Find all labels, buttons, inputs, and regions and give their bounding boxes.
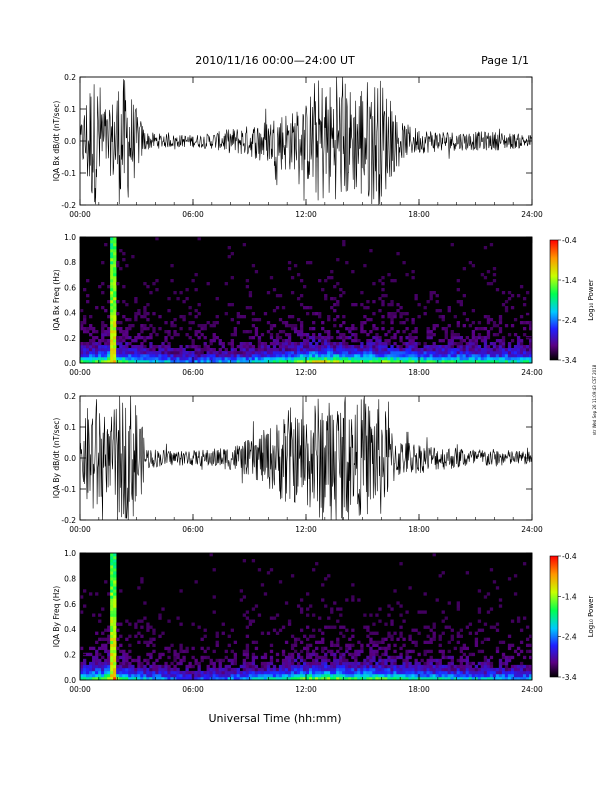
panel-bx-spectrogram: -0.4 -1.4 -2.4 -3.4 Log₁₀ Power 00:00 06:00 12:…: [52, 233, 595, 377]
x-tick-label: 24:00: [521, 525, 543, 534]
y-tick-label: 0.8: [64, 258, 76, 267]
y-tick-label: 0.0: [64, 454, 76, 463]
plot-frame: [79, 236, 533, 364]
x-tick-label: 18:00: [408, 525, 430, 534]
y-tick-label: 0.2: [64, 392, 76, 401]
y-tick-label: 0.2: [64, 73, 76, 82]
y-tick-label: 0.6: [64, 600, 76, 609]
y-tick-label: 0.8: [64, 574, 76, 583]
plot-frame: [79, 395, 533, 521]
x-tick-label: 18:00: [408, 685, 430, 694]
x-tick-label: 12:00: [295, 368, 317, 377]
panel-by-dbdt: 00:00 06:00 12:00 18:00 24:00 -0.2 -0.1 0.0 0.1 0…: [52, 392, 543, 534]
x-tick-label: 00:00: [69, 525, 91, 534]
colorbar-tick-label: -2.4: [562, 316, 577, 325]
y-tick-label: 0.2: [64, 334, 76, 343]
y-tick-label: 0.0: [64, 676, 76, 685]
y-axis-label: IQA By dB/dt (nT/sec): [52, 418, 61, 499]
colorbar-tick-label: -3.4: [562, 356, 577, 365]
y-axis-label: IQA Bx Freq (Hz): [52, 269, 61, 331]
x-tick-label: 24:00: [521, 685, 543, 694]
y-tick-label: -0.1: [61, 169, 76, 178]
colorbar-tick-label: -1.4: [562, 592, 577, 601]
colorbar: [549, 239, 559, 361]
x-tick-label: 06:00: [182, 210, 204, 219]
colorbar-tick-label: -2.4: [562, 633, 577, 642]
page-number: Page 1/1: [481, 54, 529, 67]
y-tick-label: -0.2: [61, 201, 76, 210]
colorbar-tick-label: -0.4: [562, 552, 577, 561]
y-tick-label: 0.1: [64, 105, 76, 114]
x-tick-label: 18:00: [408, 210, 430, 219]
y-tick-label: 1.0: [64, 233, 76, 242]
y-tick-label: 0.6: [64, 283, 76, 292]
colorbar: [549, 555, 559, 678]
x-tick-label: 00:00: [69, 368, 91, 377]
x-tick-label: 00:00: [69, 685, 91, 694]
dbdt-trace: [79, 76, 533, 205]
y-tick-label: 0.4: [64, 625, 76, 634]
panel-by-spectrogram: -0.4 -1.4 -2.4 -3.4 Log₁₀ Power 00:00 06:00 12:…: [52, 549, 595, 694]
plot-frame: [79, 76, 533, 206]
colorbar-label: Log₁₀ Power: [587, 596, 595, 638]
x-tick-label: 24:00: [521, 368, 543, 377]
spectrogram-cells: [80, 553, 533, 681]
page-title: 2010/11/16 00:00—24:00 UT: [195, 54, 355, 67]
panel-bx-dbdt: 00:00 06:00 12:00 18:00 24:00 -0.2 -0.1 0.0 0.1 0…: [52, 73, 543, 219]
x-tick-label: 24:00: [521, 210, 543, 219]
x-tick-label: 06:00: [182, 525, 204, 534]
x-tick-label: 00:00: [69, 210, 91, 219]
x-tick-label: 06:00: [182, 368, 204, 377]
y-axis-label: IQA Bx dB/dt (nT/sec): [52, 101, 61, 182]
colorbar-tick-label: -0.4: [562, 236, 577, 245]
y-tick-label: 0.0: [64, 137, 76, 146]
y-tick-label: -0.1: [61, 485, 76, 494]
x-tick-label: 06:00: [182, 685, 204, 694]
dbdt-trace: [79, 395, 533, 521]
x-axis-label: Universal Time (hh:mm): [209, 712, 342, 725]
colorbar-tick-label: -3.4: [562, 673, 577, 682]
x-tick-label: 12:00: [295, 685, 317, 694]
side-stamp: ntr Wed Sep 26 11:09:43 CST 2018: [592, 364, 597, 435]
x-tick-label: 12:00: [295, 525, 317, 534]
y-tick-label: -0.2: [61, 516, 76, 525]
colorbar-tick-label: -1.4: [562, 276, 577, 285]
y-tick-label: 0.4: [64, 309, 76, 318]
x-tick-label: 18:00: [408, 368, 430, 377]
y-tick-label: 1.0: [64, 549, 76, 558]
x-tick-label: 12:00: [295, 210, 317, 219]
y-tick-label: 0.1: [64, 423, 76, 432]
colorbar-label: Log₁₀ Power: [587, 279, 595, 321]
y-tick-label: 0.0: [64, 359, 76, 368]
plot-frame: [79, 552, 533, 681]
y-tick-label: 0.2: [64, 651, 76, 660]
spectrogram-cells: [80, 237, 533, 364]
y-axis-label: IQA By Freq (Hz): [52, 586, 61, 648]
